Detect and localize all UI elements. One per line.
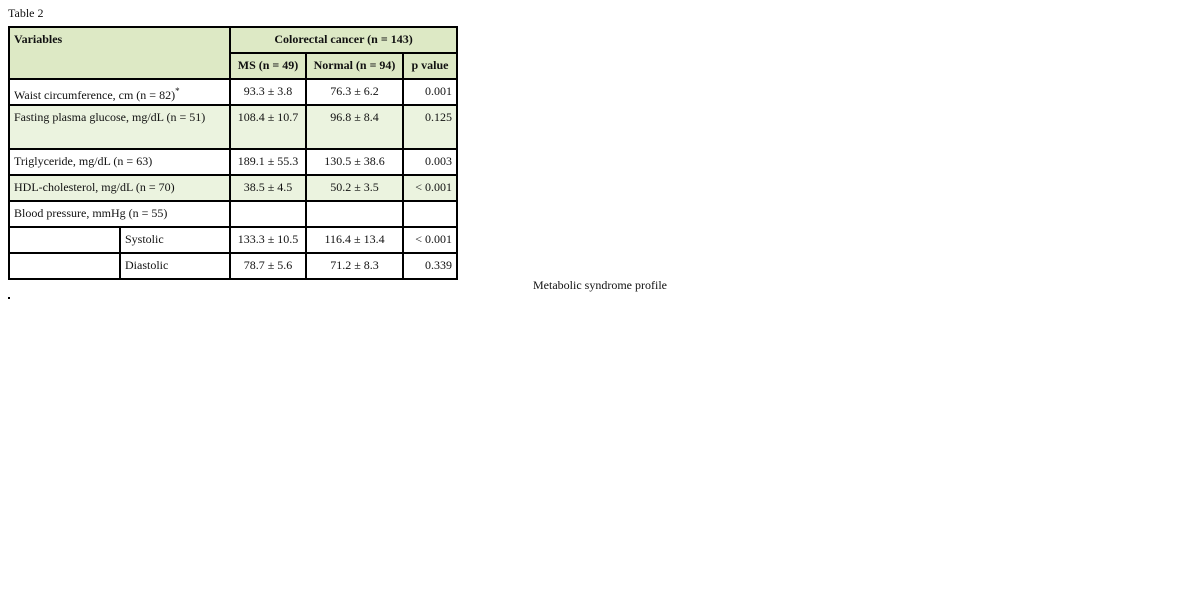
cell-p: 0.125 — [402, 104, 459, 150]
cell-normal: 116.4 ± 13.4 — [305, 226, 405, 254]
row-name: Waist circumference, cm (n = 82)* — [7, 78, 232, 106]
dot-mark — [8, 297, 10, 299]
cell-ms: 78.7 ± 5.6 — [229, 252, 308, 280]
cell-ms — [229, 200, 308, 228]
row-name: Fasting plasma glucose, mg/dL (n = 51) — [7, 104, 232, 150]
header-normal: Normal (n = 94) — [305, 52, 405, 80]
cell-empty — [8, 252, 121, 280]
table-row: Systolic 133.3 ± 10.5 116.4 ± 13.4 < 0.0… — [8, 226, 459, 254]
table-label: Table 2 — [8, 6, 44, 20]
table-row: Fasting plasma glucose, mg/dL (n = 51) 1… — [7, 104, 459, 150]
cell-normal: 71.2 ± 8.3 — [305, 252, 405, 280]
cell-ms: 133.3 ± 10.5 — [229, 226, 308, 254]
row-name: Diastolic — [118, 252, 232, 280]
cell-p — [402, 200, 459, 228]
cell-normal — [305, 200, 405, 228]
table-row: Triglyceride, mg/dL (n = 63) 189.1 ± 55.… — [7, 148, 459, 176]
header-variables: Variables — [7, 26, 232, 80]
cell-ms: 189.1 ± 55.3 — [229, 148, 308, 176]
cell-normal: 130.5 ± 38.6 — [305, 148, 405, 176]
header-row: MS (n = 49) Normal (n = 94) p value — [9, 52, 459, 80]
row-name: Triglyceride, mg/dL (n = 63) — [7, 148, 232, 176]
header-p: p value — [402, 52, 459, 80]
cell-p: 0.001 — [402, 78, 459, 106]
row-name: Systolic — [118, 226, 232, 254]
row-name: HDL-cholesterol, mg/dL (n = 70) — [7, 174, 232, 202]
table-caption: Metabolic syndrome profile — [533, 278, 667, 292]
table-row: Waist circumference, cm (n = 82)* 93.3 ±… — [7, 78, 459, 106]
header-group: Colorectal cancer (n = 143) — [229, 26, 459, 54]
cell-p: < 0.001 — [402, 226, 459, 254]
table-row: Blood pressure, mmHg (n = 55) — [7, 200, 459, 228]
cell-normal: 96.8 ± 8.4 — [305, 104, 405, 150]
cell-ms: 38.5 ± 4.5 — [229, 174, 308, 202]
header-row: Variables Colorectal cancer (n = 143) — [7, 26, 459, 80]
header-ms: MS (n = 49) — [229, 52, 308, 80]
cell-p: 0.003 — [402, 148, 459, 176]
table-row: HDL-cholesterol, mg/dL (n = 70) 38.5 ± 4… — [7, 174, 459, 202]
cell-empty — [8, 226, 121, 254]
cell-normal: 76.3 ± 6.2 — [305, 78, 405, 106]
cell-p: < 0.001 — [402, 174, 459, 202]
row-name: Blood pressure, mmHg (n = 55) — [7, 200, 232, 228]
cell-ms: 93.3 ± 3.8 — [229, 78, 308, 106]
cell-p: 0.339 — [402, 252, 459, 280]
data-table: Variables Colorectal cancer (n = 143) MS… — [7, 26, 459, 280]
cell-normal: 50.2 ± 3.5 — [305, 174, 405, 202]
cell-ms: 108.4 ± 10.7 — [229, 104, 308, 150]
table-row: Diastolic 78.7 ± 5.6 71.2 ± 8.3 0.339 — [8, 252, 459, 280]
